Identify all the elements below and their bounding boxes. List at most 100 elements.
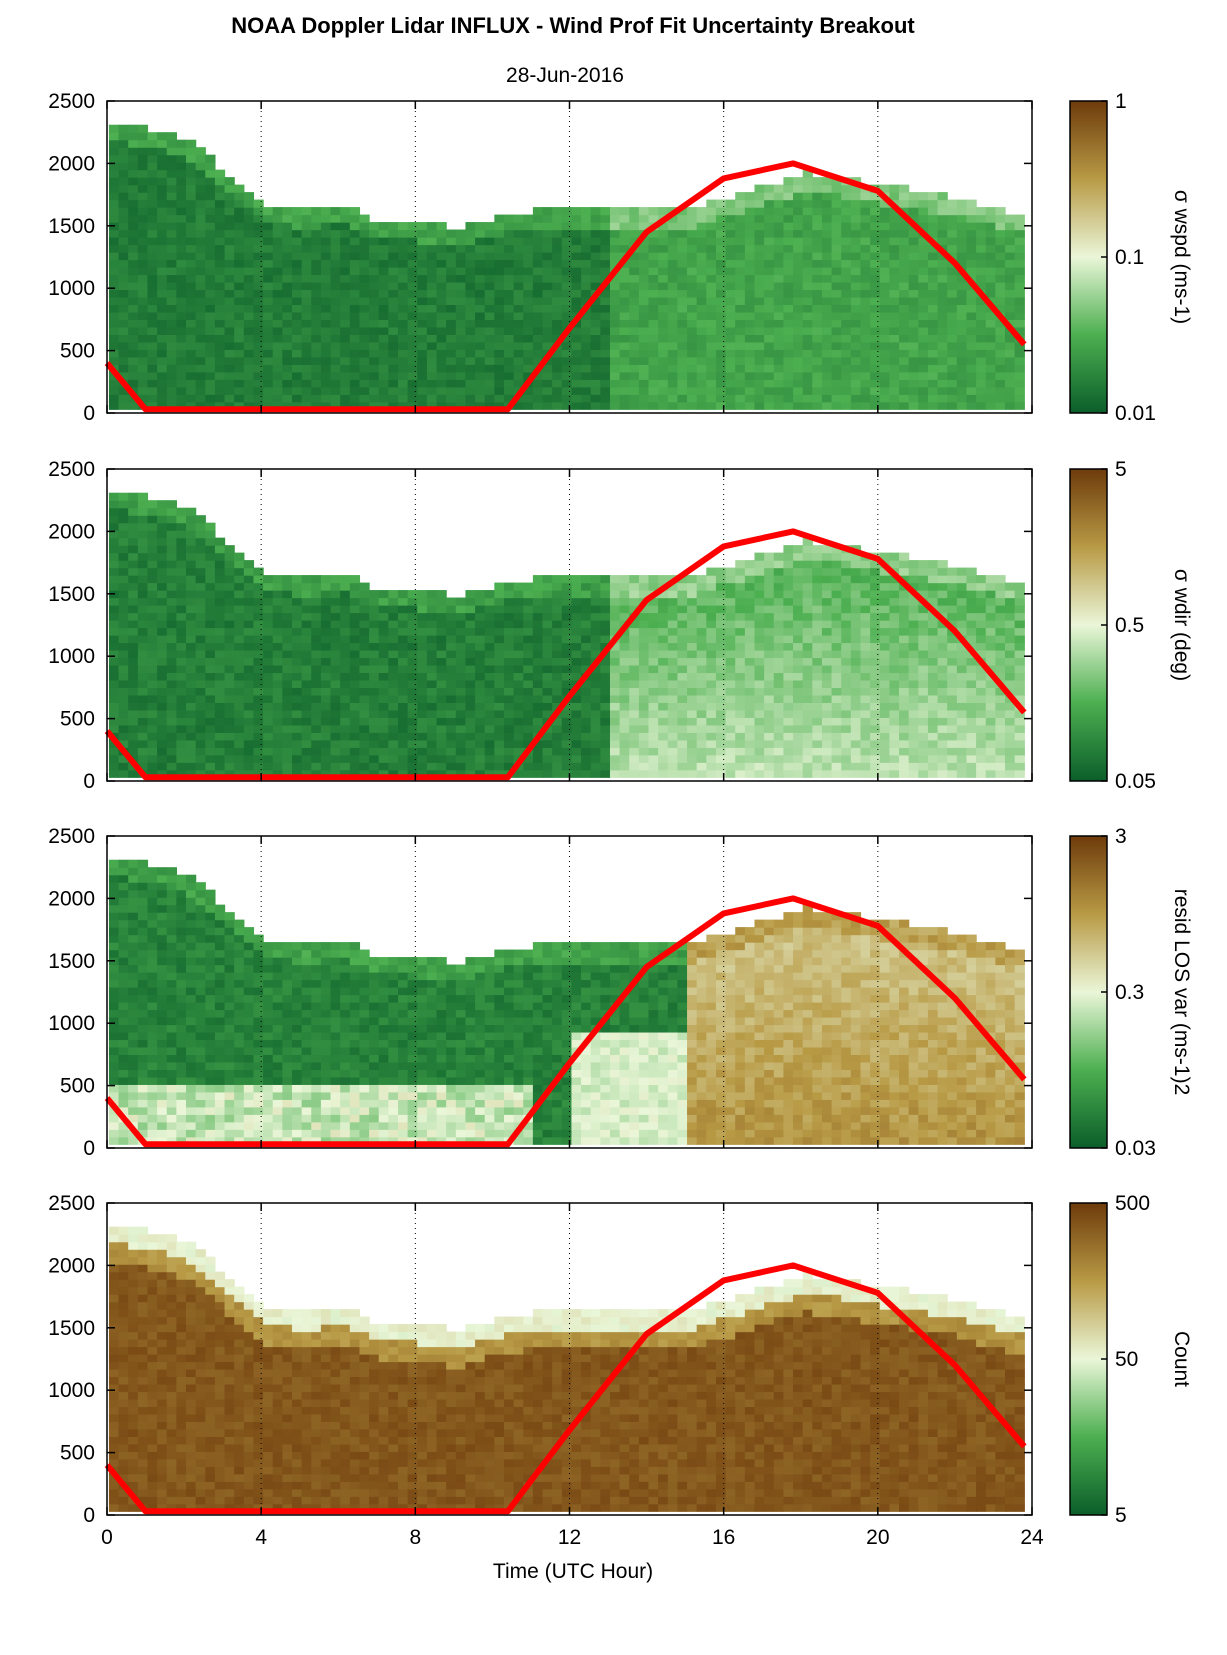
heatmap-cell <box>532 214 544 223</box>
heatmap-cell <box>128 769 139 778</box>
heatmap-cell <box>378 379 389 388</box>
heatmap-cell <box>426 717 438 726</box>
heatmap-cell <box>793 582 804 591</box>
heatmap-cell <box>157 575 168 584</box>
heatmap-cell <box>186 199 197 208</box>
heatmap-cell <box>369 364 380 373</box>
heatmap-cell <box>494 642 505 651</box>
heatmap-cell <box>773 612 785 621</box>
heatmap-cell <box>263 672 274 681</box>
heatmap-cell <box>638 582 650 591</box>
heatmap-cell <box>581 612 592 621</box>
heatmap-cell <box>581 244 592 253</box>
heatmap-cell <box>831 259 842 268</box>
heatmap-cell <box>552 694 563 703</box>
heatmap-cell <box>455 259 467 268</box>
heatmap-cell <box>282 575 293 584</box>
heatmap-cell <box>176 664 187 674</box>
heatmap-cell <box>600 252 611 261</box>
heatmap-cell <box>773 386 785 395</box>
heatmap-cell <box>696 664 707 674</box>
heatmap-cell <box>899 401 910 410</box>
heatmap-cell <box>108 147 120 156</box>
heatmap-cell <box>224 237 235 246</box>
heatmap-cell <box>552 620 563 629</box>
heatmap-cell <box>773 319 785 328</box>
heatmap-cell <box>176 304 187 313</box>
heatmap-cell <box>407 379 418 388</box>
heatmap-cell <box>706 379 717 388</box>
heatmap-cell <box>157 192 168 201</box>
heatmap-cell <box>793 649 804 659</box>
heatmap-cell <box>292 207 303 216</box>
heatmap-cell <box>176 754 187 763</box>
heatmap-cell <box>571 364 582 373</box>
heatmap-cell <box>407 304 418 313</box>
heatmap-cell <box>108 537 120 546</box>
heatmap-cell <box>744 222 756 231</box>
heatmap-cell <box>812 694 823 703</box>
heatmap-cell <box>638 252 650 261</box>
heatmap-cell <box>1014 252 1025 261</box>
heatmap-cell <box>320 717 332 726</box>
heatmap-cell <box>831 252 842 261</box>
heatmap-cell <box>359 657 370 666</box>
heatmap-cell <box>282 214 293 223</box>
heatmap-cell <box>561 657 573 666</box>
heatmap-cell <box>147 530 158 539</box>
heatmap-cell <box>320 634 332 644</box>
heatmap-cell <box>513 582 524 591</box>
heatmap-cell <box>243 341 255 350</box>
heatmap-cell <box>128 177 139 186</box>
heatmap-cell <box>850 341 862 350</box>
heatmap-cell <box>446 244 457 253</box>
heatmap-cell <box>677 386 688 395</box>
heatmap-cell <box>263 364 274 373</box>
heatmap-cell <box>841 724 852 733</box>
heatmap-cell <box>118 281 129 291</box>
heatmap-cell <box>513 739 524 748</box>
heatmap-cell <box>128 154 139 163</box>
heatmap-cell <box>475 672 486 681</box>
heatmap-cell <box>523 605 534 614</box>
heatmap-cell <box>388 379 399 388</box>
heatmap-cell <box>195 319 206 328</box>
heatmap-cell <box>455 326 467 335</box>
heatmap-cell <box>532 229 544 238</box>
heatmap-cell <box>484 627 495 636</box>
heatmap-cell <box>137 289 149 298</box>
heatmap-cell <box>552 605 563 614</box>
heatmap-cell <box>773 754 785 763</box>
heatmap-cell <box>292 341 303 350</box>
heatmap-cell <box>311 394 322 403</box>
heatmap-cell <box>802 244 813 253</box>
heatmap-cell <box>234 222 245 231</box>
heatmap-cell <box>638 605 650 614</box>
heatmap-cell <box>667 222 679 231</box>
heatmap-cell <box>224 266 235 276</box>
heatmap-cell <box>186 371 197 380</box>
heatmap-cell <box>176 192 187 201</box>
heatmap-cell <box>947 386 958 395</box>
heatmap-cell <box>687 371 698 380</box>
heatmap-cell <box>571 590 582 599</box>
heatmap-cell <box>793 371 804 380</box>
heatmap-cell <box>292 582 303 591</box>
heatmap-cell <box>195 694 206 703</box>
heatmap-cell <box>320 371 332 380</box>
heatmap-cell <box>831 237 842 246</box>
heatmap-cell <box>263 289 274 298</box>
heatmap-cell <box>426 386 438 395</box>
heatmap-cell <box>465 281 476 291</box>
heatmap-cell <box>253 364 264 373</box>
heatmap-cell <box>513 590 524 599</box>
heatmap-cell <box>956 274 968 283</box>
heatmap-cell <box>176 634 187 644</box>
heatmap-cell <box>118 694 129 703</box>
heatmap-cell <box>870 214 881 223</box>
heatmap-cell <box>128 222 139 231</box>
heatmap-cell <box>937 281 948 291</box>
heatmap-cell <box>359 724 370 733</box>
heatmap-cell <box>388 754 399 763</box>
heatmap-cell <box>561 769 573 778</box>
